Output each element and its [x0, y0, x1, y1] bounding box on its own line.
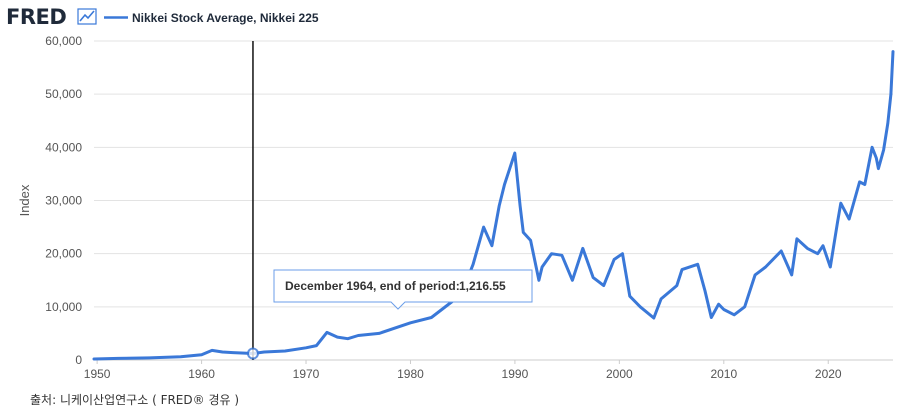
source-note: 출처: 니케이산업연구소 ( FRED® 경유 ) — [30, 393, 239, 407]
y-tick-label: 0 — [75, 353, 82, 367]
y-tick-label: 20,000 — [45, 247, 82, 261]
y-tick-label: 50,000 — [45, 87, 82, 101]
y-tick-label: 60,000 — [45, 34, 82, 48]
fred-logo[interactable]: FRED — [6, 5, 97, 29]
x-tick-label: 2020 — [815, 367, 842, 381]
hover-point — [246, 347, 259, 360]
x-tick-label: 2000 — [606, 367, 633, 381]
y-tick-label: 40,000 — [45, 140, 82, 154]
fred-logo-text: FRED — [6, 5, 66, 29]
tooltip-label: December 1964, end of period: — [285, 279, 460, 293]
series-layer[interactable] — [92, 50, 895, 361]
x-tick-label: 1990 — [502, 367, 529, 381]
legend: Nikkei Stock Average, Nikkei 225 — [104, 11, 319, 25]
x-tick-label: 1960 — [188, 367, 215, 381]
y-axis-ticks: 0 10,000 20,000 30,000 40,000 50,000 60,000 — [45, 34, 82, 367]
y-axis-title: Index — [17, 184, 32, 216]
x-tick-label: 1970 — [293, 367, 320, 381]
tooltip-box — [273, 269, 533, 310]
x-tick-label: 1950 — [84, 367, 111, 381]
x-tick-label: 1980 — [397, 367, 424, 381]
hover-marker — [246, 41, 259, 360]
x-axis-ticks: 1950 1960 1970 1980 1990 2000 2010 2020 — [84, 360, 842, 381]
y-tick-label: 10,000 — [45, 300, 82, 314]
legend-label: Nikkei Stock Average, Nikkei 225 — [132, 11, 319, 25]
tooltip-value: 1,216.55 — [459, 279, 506, 293]
grid-lines — [94, 40, 893, 361]
y-tick-label: 30,000 — [45, 194, 82, 208]
series-line[interactable] — [92, 50, 895, 361]
x-tick-label: 2010 — [710, 367, 737, 381]
fred-chart-icon — [77, 8, 97, 25]
tooltip: December 1964, end of period: 1,216.55 — [273, 269, 533, 310]
